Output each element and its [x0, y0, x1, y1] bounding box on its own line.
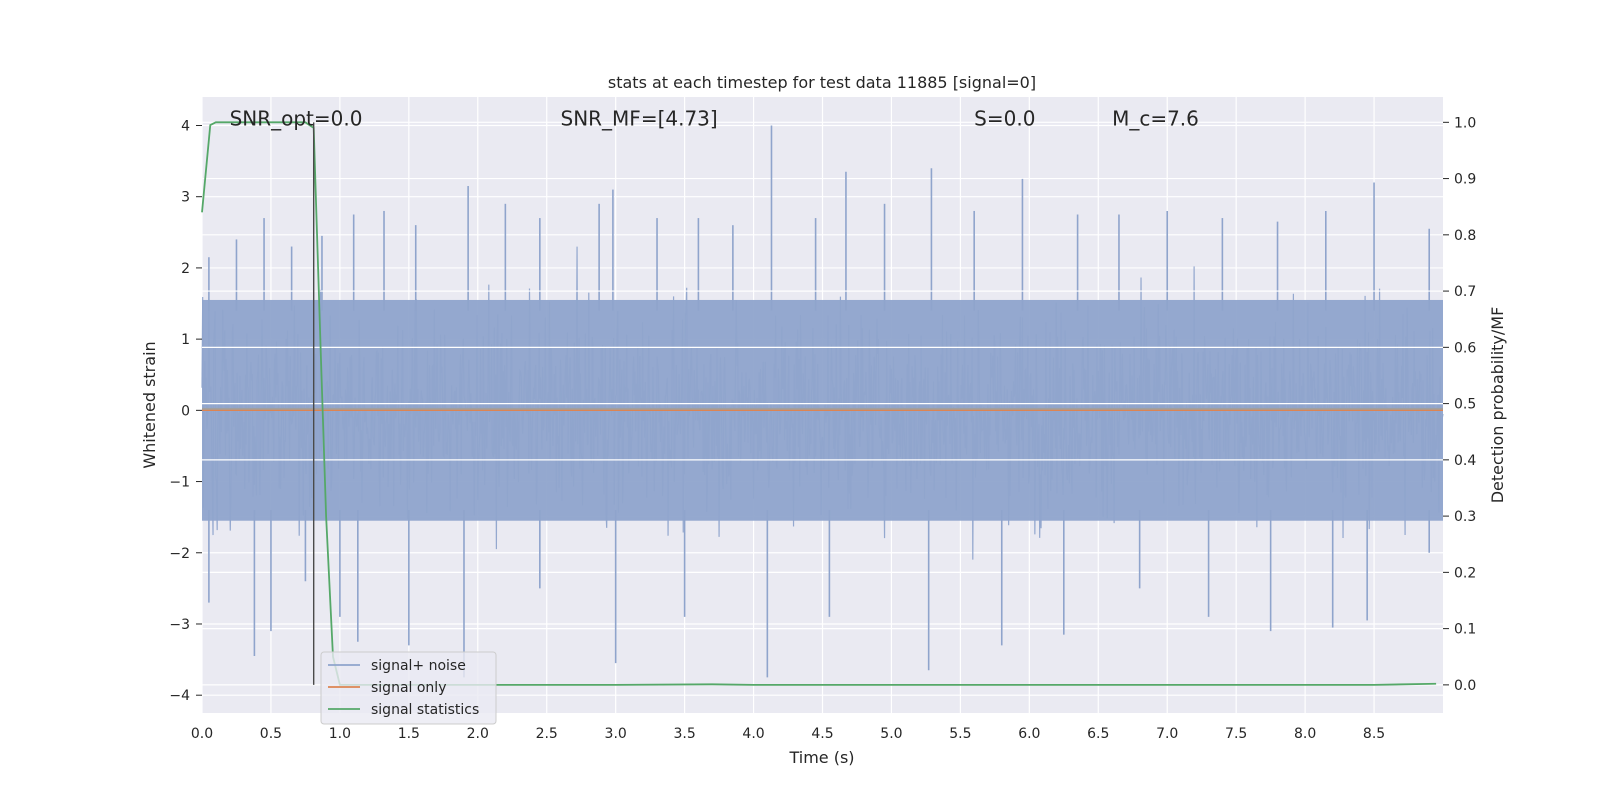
x-tick-1: 0.5	[260, 726, 282, 742]
legend-label-0: signal+ noise	[371, 658, 466, 674]
signal-only-series	[202, 407, 1443, 411]
y-tick-4: 0	[181, 403, 190, 419]
y2-tick-6: 0.4	[1454, 453, 1476, 469]
x-tick-14: 7.0	[1156, 726, 1178, 742]
y2-tick-5: 0.5	[1454, 397, 1476, 413]
y2-tick-0: 1.0	[1454, 115, 1476, 131]
y-tick-8: −4	[169, 688, 190, 704]
chart-title: stats at each timestep for test data 118…	[608, 73, 1036, 92]
x-tick-0: 0.0	[191, 726, 213, 742]
y-tick-labels: 4 3 2 1 0 −1 −2 −3 −4	[169, 118, 202, 704]
y2-tick-10: 0.0	[1454, 678, 1476, 694]
y2-axis-label: Detection probability/MF	[1488, 307, 1507, 504]
x-tick-16: 8.0	[1294, 726, 1316, 742]
x-tick-3: 1.5	[398, 726, 420, 742]
x-tick-4: 2.0	[467, 726, 489, 742]
x-tick-6: 3.0	[605, 726, 627, 742]
y-tick-0: 4	[181, 118, 190, 134]
x-tick-17: 8.5	[1363, 726, 1385, 742]
y2-tick-3: 0.7	[1454, 284, 1476, 300]
x-tick-labels: 0.0 0.5 1.0 1.5 2.0 2.5 3.0 3.5 4.0 4.5 5.0 5.5 6.0 6…	[191, 726, 1385, 742]
x-tick-5: 2.5	[536, 726, 558, 742]
legend-box	[320, 651, 497, 725]
y-tick-5: −1	[169, 475, 190, 491]
x-tick-9: 4.5	[811, 726, 833, 742]
y2-tick-9: 0.1	[1454, 622, 1476, 638]
y-tick-1: 3	[181, 190, 190, 206]
y2-tick-2: 0.8	[1454, 228, 1476, 244]
legend: signal+ noise signal only signal statistic…	[320, 651, 497, 725]
legend-label-1: signal only	[371, 680, 446, 696]
legend-label-2: signal statistics	[371, 702, 479, 718]
y2-tick-7: 0.3	[1454, 509, 1476, 525]
y2-tick-1: 0.9	[1454, 172, 1476, 188]
y2-tick-labels: 1.0 0.9 0.8 0.7 0.6 0.5 0.4 0.3 0.2 0.1 0.0	[1443, 115, 1476, 694]
x-tick-8: 4.0	[742, 726, 764, 742]
y-tick-6: −2	[169, 546, 190, 562]
x-tick-10: 5.0	[880, 726, 902, 742]
x-tick-15: 7.5	[1225, 726, 1247, 742]
overlay-grid	[202, 290, 1443, 461]
annotation-3: M_c=7.6	[1112, 106, 1199, 130]
y-axis-label: Whitened strain	[140, 341, 159, 468]
x-tick-12: 6.0	[1018, 726, 1040, 742]
x-tick-2: 1.0	[329, 726, 351, 742]
y-tick-7: −3	[169, 617, 190, 633]
y2-tick-8: 0.2	[1454, 565, 1476, 581]
x-axis-label: Time (s)	[788, 748, 854, 767]
x-tick-13: 6.5	[1087, 726, 1109, 742]
annotation-0: SNR_opt=0.0	[230, 106, 363, 130]
annotation-1: SNR_MF=[4.73]	[561, 106, 718, 130]
y-tick-3: 1	[181, 332, 190, 348]
y-tick-2: 2	[181, 261, 190, 277]
x-tick-7: 3.5	[673, 726, 695, 742]
annotation-2: S=0.0	[974, 106, 1035, 130]
x-tick-11: 5.5	[949, 726, 971, 742]
annotations: SNR_opt=0.0 SNR_MF=[4.73] S=0.0 M_c=7.6	[230, 106, 1199, 130]
y2-tick-4: 0.6	[1454, 340, 1476, 356]
